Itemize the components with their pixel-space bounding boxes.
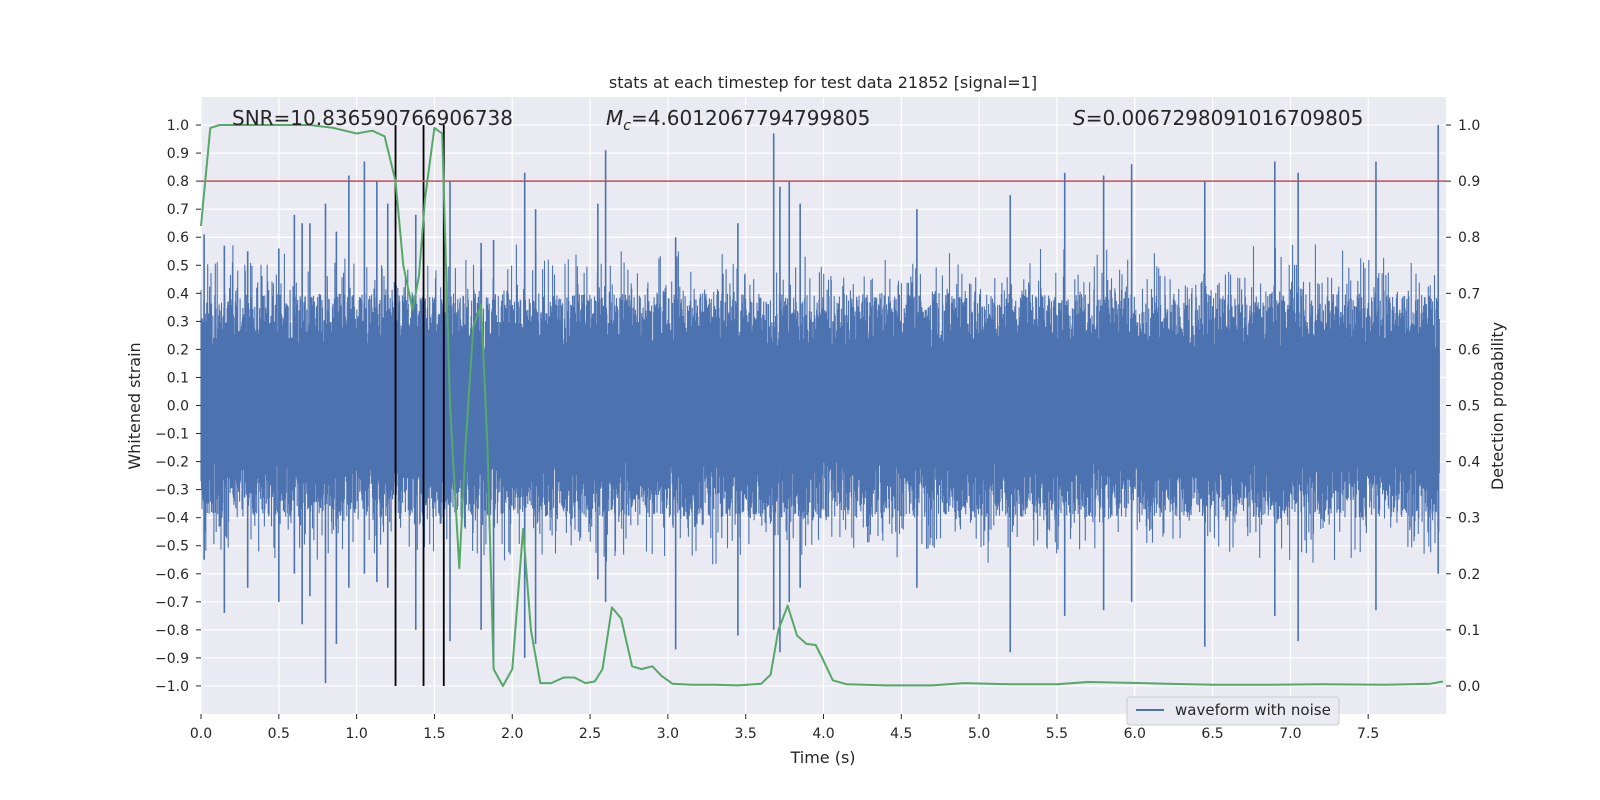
y-tick-label: −0.1 <box>155 427 189 443</box>
x-tick-label: 4.5 <box>890 726 912 742</box>
y2-tick-label: 1.0 <box>1458 118 1480 134</box>
probability-series <box>200 124 1444 687</box>
y2-axis-label: Detection probability <box>1488 322 1507 490</box>
axes: 0.0 0.5 1.0 1.5 2.0 2.5 3.0 3.5 4.0 4.5 5.0 5.5 6.0 6… <box>155 118 1480 742</box>
x-tick-label: 5.0 <box>968 726 990 742</box>
x-tick-label: 2.5 <box>579 726 601 742</box>
y-tick-label: −1.0 <box>155 679 189 695</box>
waveform-series <box>200 244 1440 565</box>
y-tick-label: −0.2 <box>155 455 189 471</box>
legend-label: waveform with noise <box>1175 701 1331 719</box>
y-tick-label: 0.5 <box>167 258 189 274</box>
y-tick-label: −0.6 <box>155 567 189 583</box>
y-tick-label: −0.4 <box>155 511 189 527</box>
y-tick-label: 0.3 <box>167 314 189 330</box>
chart-title: stats at each timestep for test data 218… <box>609 73 1037 92</box>
y-tick-label: −0.8 <box>155 623 189 639</box>
y-tick-label: 0.7 <box>167 202 189 218</box>
x-tick-label: 3.5 <box>735 726 757 742</box>
mc-symbol: M <box>606 106 623 130</box>
y2-tick-label: 0.9 <box>1458 174 1480 190</box>
x-tick-label: 0.0 <box>190 726 212 742</box>
mc-subscript: c <box>623 118 631 134</box>
x-tick-label: 6.5 <box>1201 726 1223 742</box>
x-tick-label: 6.0 <box>1124 726 1146 742</box>
y-tick-label: −0.3 <box>155 483 189 499</box>
x-tick-label: 4.0 <box>812 726 834 742</box>
y2-tick-label: 0.7 <box>1458 286 1480 302</box>
y-tick-label: 0.9 <box>167 146 189 162</box>
annotation-chirp-mass: Mc=4.6012067794799805 <box>606 106 870 134</box>
x-tick-label: 1.0 <box>345 726 367 742</box>
y-tick-label: 1.0 <box>167 118 189 134</box>
y2-tick-label: 0.4 <box>1458 455 1480 471</box>
y2-tick-label: 0.5 <box>1458 399 1480 415</box>
x-tick-label: 1.5 <box>423 726 445 742</box>
annotation-s: S=0.0067298091016709805 <box>1073 106 1363 130</box>
waveform-core <box>201 349 1440 462</box>
legend: waveform with noise <box>1126 696 1340 726</box>
y-tick-label: −0.9 <box>155 651 189 667</box>
y-tick-label: 0.8 <box>167 174 189 190</box>
y-axis-label: Whitened strain <box>125 342 144 469</box>
mc-value: =4.6012067794799805 <box>631 106 870 130</box>
y2-tick-label: 0.1 <box>1458 623 1480 639</box>
x-tick-label: 7.0 <box>1279 726 1301 742</box>
y2-tick-label: 0.8 <box>1458 230 1480 246</box>
y2-tick-label: 0.2 <box>1458 567 1480 583</box>
y-tick-label: 0.4 <box>167 286 189 302</box>
y-tick-label: 0.0 <box>167 399 189 415</box>
y-tick-label: −0.5 <box>155 539 189 555</box>
y2-tick-label: 0.3 <box>1458 511 1480 527</box>
y-tick-label: 0.6 <box>167 230 189 246</box>
s-value: =0.0067298091016709805 <box>1086 106 1364 130</box>
annotation-snr: SNR=10.836590766906738 <box>232 106 513 130</box>
x-tick-label: 2.0 <box>501 726 523 742</box>
y2-tick-label: 0.6 <box>1458 342 1480 358</box>
x-tick-label: 7.5 <box>1357 726 1379 742</box>
y-tick-label: 0.2 <box>167 342 189 358</box>
y2-tick-label: 0.0 <box>1458 679 1480 695</box>
y-tick-label: 0.1 <box>167 370 189 386</box>
x-axis-label: Time (s) <box>789 748 855 767</box>
probability-line <box>200 124 1444 687</box>
x-tick-label: 3.0 <box>657 726 679 742</box>
legend-box <box>1126 696 1340 726</box>
y-tick-label: −0.7 <box>155 595 189 611</box>
waveform-peaks <box>203 125 1440 684</box>
x-tick-label: 0.5 <box>268 726 290 742</box>
x-tick-label: 5.5 <box>1046 726 1068 742</box>
s-symbol: S <box>1073 106 1086 130</box>
